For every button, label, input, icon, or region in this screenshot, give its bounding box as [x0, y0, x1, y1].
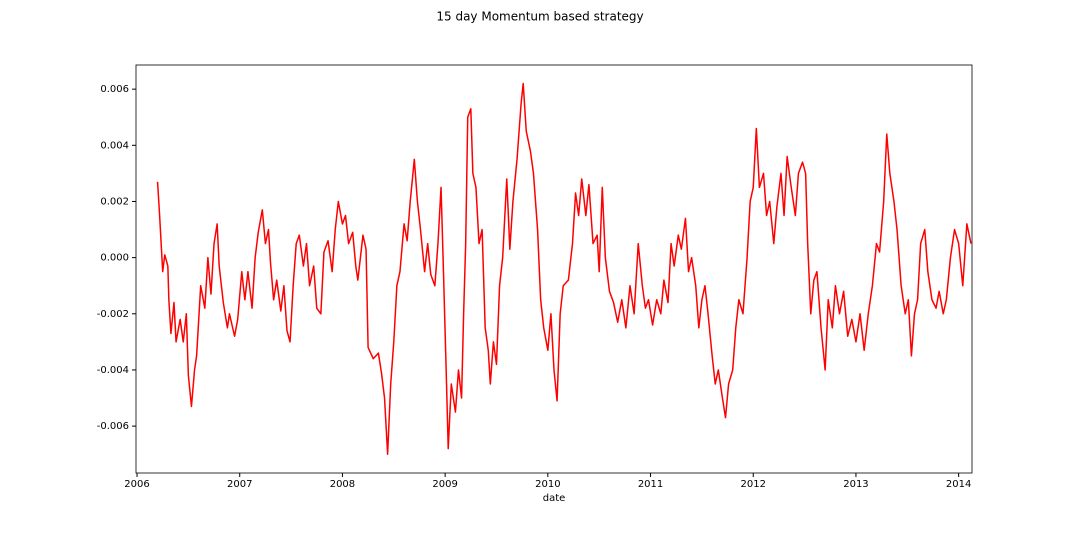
y-tick-label: -0.002 [97, 309, 129, 320]
x-tick-label: 2013 [843, 479, 868, 490]
y-tick-label: 0.002 [100, 196, 129, 207]
chart-title: 15 day Momentum based strategy [436, 10, 643, 24]
y-tick-label: 0.000 [100, 253, 129, 264]
x-tick-label: 2012 [741, 479, 766, 490]
x-tick-label: 2007 [227, 479, 252, 490]
x-axis-label: date [543, 493, 566, 504]
x-tick-label: 2010 [535, 479, 560, 490]
y-tick-label: -0.006 [97, 421, 129, 432]
plot-frame [135, 64, 973, 474]
data-line [156, 82, 972, 455]
y-tick-label: 0.006 [100, 84, 129, 95]
x-tick-label: 2006 [124, 479, 149, 490]
y-tick-label: -0.004 [97, 365, 129, 376]
x-tick-label: 2011 [638, 479, 663, 490]
y-tick-label: 0.004 [100, 140, 129, 151]
x-tick-label: 2009 [432, 479, 457, 490]
x-tick-label: 2008 [330, 479, 355, 490]
x-tick-label: 2014 [946, 479, 971, 490]
